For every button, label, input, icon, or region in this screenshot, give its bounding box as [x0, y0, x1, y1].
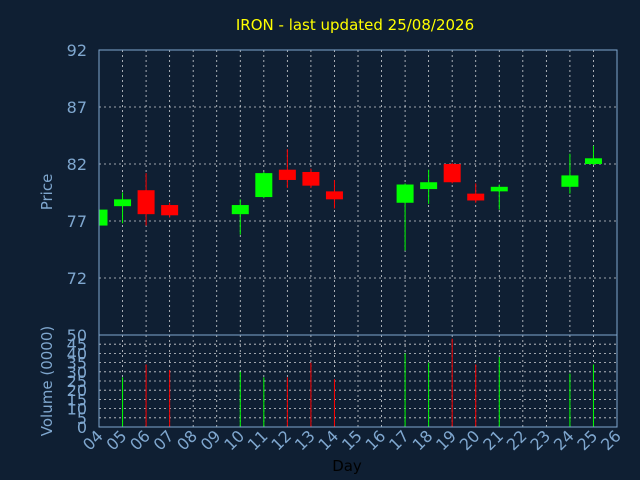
volume-tick-label: 20: [67, 381, 87, 400]
candle-body: [302, 171, 320, 186]
candle-body: [255, 173, 273, 198]
price-tick-label: 77: [67, 212, 87, 231]
volume-grid: [98, 334, 618, 428]
volume-tick-label: 5: [77, 409, 87, 428]
candle-body: [325, 191, 343, 200]
x-tick-labels: 0405060708091011121314151617181920212223…: [79, 426, 625, 454]
volume-tick-label: 15: [67, 390, 87, 409]
price-tick-label: 87: [67, 98, 87, 117]
price-tick-labels: 92 87 82 77 72: [67, 41, 87, 288]
price-candles: [98, 145, 602, 251]
x-axis-label: Day: [332, 457, 362, 475]
candle-body: [467, 193, 485, 201]
price-plot-frame: [98, 49, 618, 336]
price-grid: [98, 49, 618, 335]
volume-tick-label: 25: [67, 372, 87, 391]
price-tick-label: 82: [67, 155, 87, 174]
volume-axis-label: Volume (0000): [38, 326, 56, 436]
volume-tick-label: 45: [67, 335, 87, 354]
candle-body: [161, 205, 179, 216]
candle-body: [396, 184, 414, 203]
candle-body: [490, 186, 508, 192]
price-tick-label: 72: [67, 269, 87, 288]
price-tick-label: 92: [67, 41, 87, 60]
candle-body: [443, 164, 461, 183]
volume-bars: [122, 338, 594, 427]
volume-tick-label: 40: [67, 344, 87, 363]
candle-body: [561, 175, 579, 187]
volume-tick-label: 30: [67, 363, 87, 382]
price-axis-label: Price: [38, 174, 56, 211]
candle-body: [231, 205, 249, 215]
candle-body: [114, 199, 132, 207]
candle-body: [420, 182, 438, 190]
volume-tick-label: 35: [67, 354, 87, 373]
volume-tick-label: 10: [67, 400, 87, 419]
candle-body: [278, 169, 296, 180]
candle-body: [99, 209, 108, 226]
volume-tick-label: 0: [77, 418, 87, 437]
chart-title: IRON - last updated 25/08/2026: [236, 16, 474, 34]
volume-tick-label: 50: [67, 326, 87, 345]
volume-plot-frame: [98, 334, 618, 428]
candle-body: [584, 158, 602, 164]
x-tick-label: 26: [597, 426, 625, 454]
candle-body: [137, 190, 155, 215]
